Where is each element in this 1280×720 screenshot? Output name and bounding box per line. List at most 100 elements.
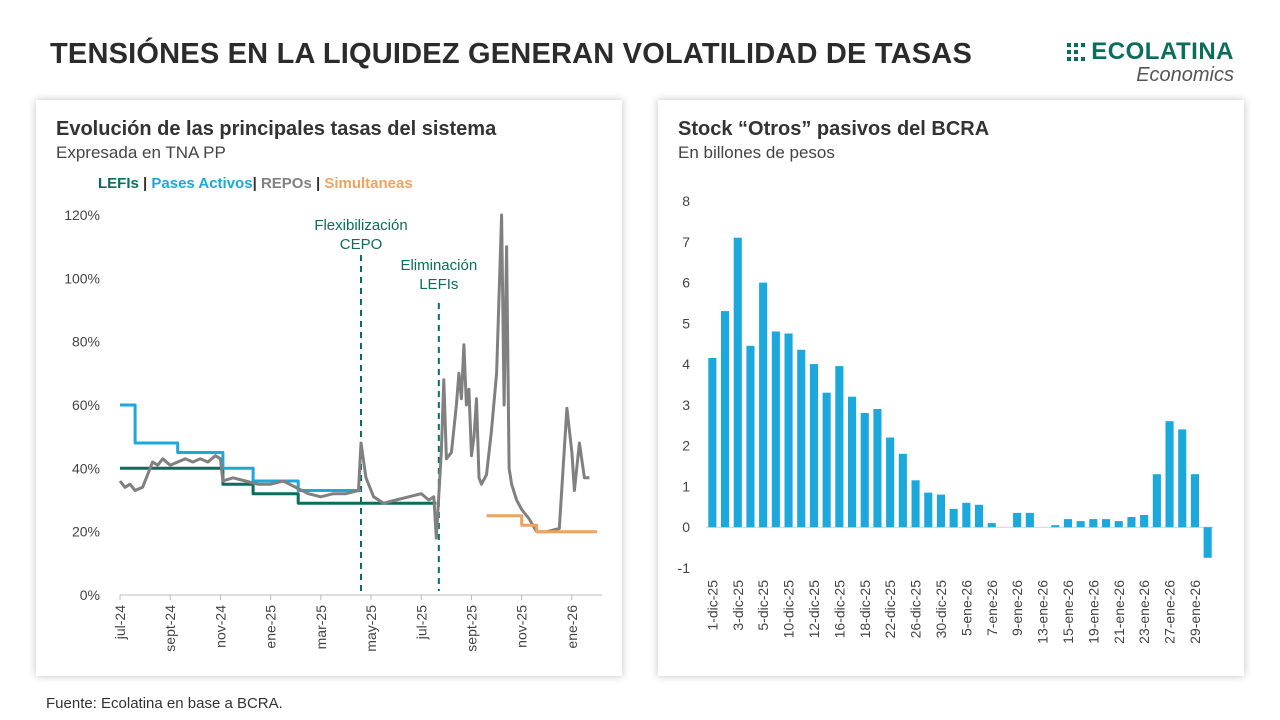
logo-subtitle: Economics bbox=[1136, 64, 1234, 86]
bar bbox=[822, 392, 831, 528]
x-tick-label: 15-ene-26 bbox=[1060, 580, 1076, 644]
series-simultaneas bbox=[486, 514, 597, 534]
x-tick-label: 22-dic-25 bbox=[882, 580, 898, 639]
bar bbox=[1013, 512, 1022, 528]
liabilities-chart-subtitle: En billones de pesos bbox=[678, 143, 835, 162]
legend-separator: | bbox=[315, 175, 321, 192]
series-lefis bbox=[120, 466, 437, 505]
brand-logo: ECOLATINA Economics bbox=[1067, 38, 1234, 87]
x-tick-label: 30-dic-25 bbox=[933, 580, 949, 639]
y-tick-label: 20% bbox=[72, 524, 100, 540]
y-tick-label: 60% bbox=[72, 397, 100, 413]
x-tick-label: may-25 bbox=[363, 605, 379, 652]
legend-pases-activos: Pases Activos bbox=[151, 175, 253, 192]
x-tick-label: ene-25 bbox=[263, 605, 279, 649]
x-tick-label: 7-ene-26 bbox=[984, 580, 1000, 636]
liabilities-chart-title: Stock “Otros” pasivos del BCRA bbox=[678, 118, 990, 140]
x-tick-label: 9-ene-26 bbox=[1009, 580, 1025, 636]
bar bbox=[1127, 517, 1136, 528]
y-tick-label: 5 bbox=[682, 315, 690, 331]
rates-chart-card: Evolución de las principales tasas del s… bbox=[36, 100, 622, 676]
y-tick-label: 0 bbox=[682, 519, 690, 535]
y-tick-label: 4 bbox=[682, 356, 690, 372]
x-tick-label: jul-24 bbox=[112, 605, 128, 640]
bar bbox=[936, 494, 945, 528]
bar bbox=[784, 333, 793, 528]
source-note: Fuente: Ecolatina en base a BCRA. bbox=[46, 695, 283, 712]
x-tick-label: 23-ene-26 bbox=[1136, 580, 1152, 644]
legend-simultaneas: Simultaneas bbox=[324, 175, 413, 192]
bar bbox=[1140, 515, 1149, 528]
rates-chart-subtitle: Expresada en TNA PP bbox=[56, 143, 226, 162]
rates-chart-title: Evolución de las principales tasas del s… bbox=[56, 118, 497, 140]
annotation-label: CEPO bbox=[340, 236, 383, 253]
bar bbox=[1114, 521, 1123, 528]
rates-line-chart: 0% 20% 40% 60% 80% 100% 120% jul-24 sept-24 nov-2… bbox=[64, 207, 602, 652]
bar bbox=[1076, 521, 1085, 528]
y-tick-label: 100% bbox=[64, 270, 100, 286]
bar bbox=[987, 523, 996, 528]
bar bbox=[759, 282, 768, 528]
liabilities-chart-card: Stock “Otros” pasivos del BCRA En billon… bbox=[658, 100, 1244, 676]
bar bbox=[1165, 421, 1174, 528]
x-tick-label: 18-dic-25 bbox=[857, 580, 873, 639]
y-tick-label: 3 bbox=[682, 397, 690, 413]
x-tick-label: 10-dic-25 bbox=[781, 580, 797, 639]
annotation-label: Eliminación bbox=[400, 257, 477, 274]
bar bbox=[835, 366, 844, 528]
y-tick-label: 1 bbox=[682, 478, 690, 494]
x-tick-label: 1-dic-25 bbox=[704, 580, 720, 631]
bar bbox=[1178, 429, 1187, 528]
series-repos bbox=[118, 213, 590, 540]
bar bbox=[962, 502, 971, 528]
legend-separator: | bbox=[143, 175, 148, 192]
rates-chart-legend: LEFIs | Pases Activos| REPOs | Simultane… bbox=[98, 175, 413, 192]
bar bbox=[771, 331, 780, 528]
bar bbox=[873, 409, 882, 528]
bar bbox=[1190, 474, 1199, 528]
logo-grid-icon bbox=[1067, 43, 1086, 61]
bar bbox=[1025, 512, 1034, 528]
legend-separator: | bbox=[252, 175, 257, 192]
y-tick-label: 120% bbox=[64, 207, 100, 223]
bar bbox=[797, 349, 806, 528]
x-tick-label: 16-dic-25 bbox=[831, 580, 847, 639]
annotation-label: Flexibilización bbox=[314, 217, 407, 234]
bar bbox=[1063, 519, 1072, 528]
x-tick-label: mar-25 bbox=[313, 605, 329, 650]
bar bbox=[975, 504, 984, 528]
x-tick-label: nov-24 bbox=[212, 605, 228, 648]
bar bbox=[949, 508, 958, 528]
bar bbox=[860, 413, 869, 528]
x-tick-label: 21-ene-26 bbox=[1111, 580, 1127, 644]
x-tick-label: 5-ene-26 bbox=[958, 580, 974, 636]
x-tick-label: 27-ene-26 bbox=[1162, 580, 1178, 644]
annotation-label: LEFIs bbox=[419, 276, 458, 293]
legend-repos: REPOs bbox=[260, 175, 312, 192]
x-tick-label: 5-dic-25 bbox=[755, 580, 771, 631]
bar bbox=[1089, 519, 1098, 528]
y-tick-label: 80% bbox=[72, 334, 100, 350]
bar bbox=[733, 237, 742, 528]
bar bbox=[809, 364, 818, 528]
bar bbox=[924, 492, 933, 528]
bar bbox=[1102, 519, 1111, 528]
x-tick-label: 3-dic-25 bbox=[730, 580, 746, 631]
bar bbox=[746, 345, 755, 528]
bar bbox=[721, 311, 730, 528]
y-tick-label: 40% bbox=[72, 460, 100, 476]
page-title: TENSIÓNES EN LA LIQUIDEZ GENERAN VOLATIL… bbox=[50, 38, 972, 70]
bar bbox=[911, 480, 920, 528]
x-tick-label: 29-ene-26 bbox=[1187, 580, 1203, 644]
bar bbox=[1152, 474, 1161, 528]
y-tick-label: 6 bbox=[682, 275, 690, 291]
x-tick-label: sept-24 bbox=[162, 605, 178, 652]
y-tick-label: 0% bbox=[80, 587, 100, 603]
x-tick-label: 12-dic-25 bbox=[806, 580, 822, 639]
x-tick-label: 13-ene-26 bbox=[1035, 580, 1051, 644]
bar bbox=[848, 396, 857, 528]
series-pases-activos bbox=[120, 403, 361, 492]
bar bbox=[898, 453, 907, 528]
x-tick-label: ene-26 bbox=[564, 605, 580, 649]
x-tick-label: jul-25 bbox=[413, 605, 429, 640]
